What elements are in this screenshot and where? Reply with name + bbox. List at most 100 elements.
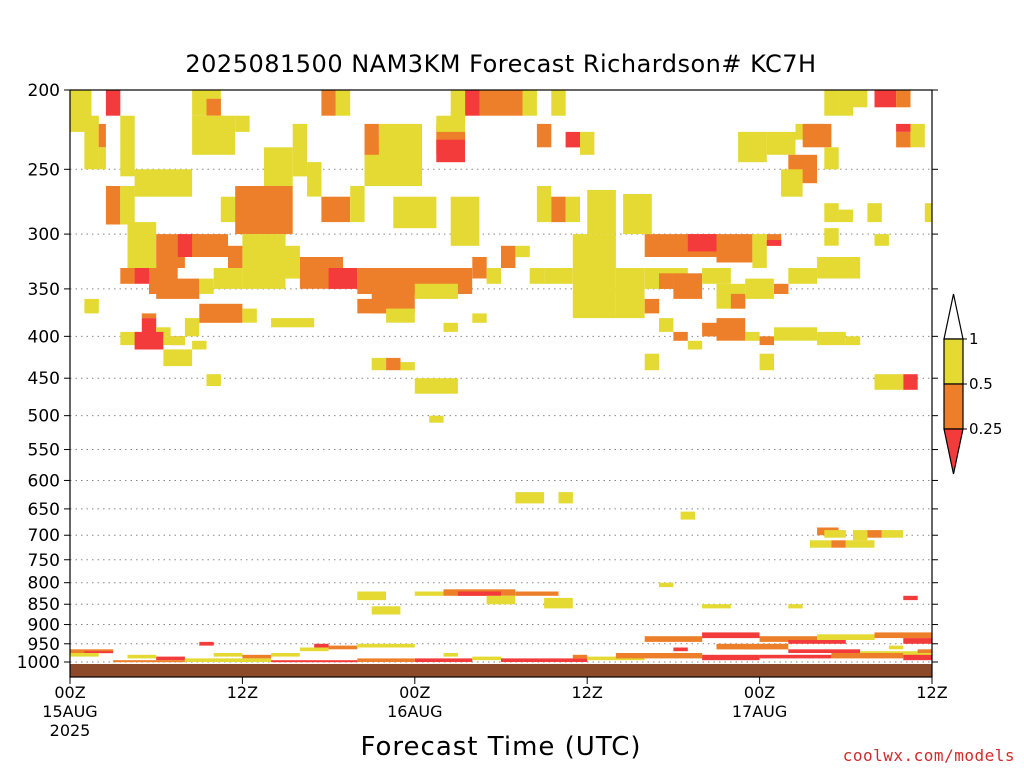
cell-ri-05-1 <box>371 357 387 371</box>
cell-ri-05-1 <box>393 196 437 229</box>
x-tick-label: 12Z <box>916 683 947 702</box>
cell-ri-05-1 <box>881 530 904 538</box>
cell-ri-05-1 <box>817 257 861 279</box>
cell-ri-lt-025 <box>105 90 121 116</box>
surface-band-ri-025-05 <box>831 653 904 659</box>
cell-ri-025-05 <box>774 283 789 294</box>
cell-ri-05-1 <box>788 604 803 609</box>
cell-ri-05-1 <box>450 196 480 246</box>
cell-ri-lt-025 <box>134 268 149 284</box>
cell-ri-05-1 <box>910 123 925 148</box>
cell-ri-05-1 <box>184 318 200 337</box>
surface-band-ri-lt-025 <box>788 649 861 653</box>
cell-ri-025-05 <box>364 123 379 155</box>
legend-label: 0.5 <box>969 375 993 393</box>
cell-ri-05-1 <box>515 492 545 504</box>
cell-ri-05-1 <box>809 540 832 548</box>
cell-ri-025-05 <box>673 273 703 299</box>
cell-ri-05-1 <box>766 131 796 155</box>
cell-ri-05-1 <box>529 268 545 284</box>
cell-ri-05-1 <box>544 597 573 609</box>
cell-ri-05-1 <box>824 147 839 170</box>
cell-ri-lt-025 <box>766 240 782 246</box>
cell-ri-05-1 <box>824 90 839 116</box>
cell-ri-lt-025 <box>465 90 480 116</box>
y-tick-label: 850 <box>28 595 60 615</box>
cell-ri-lt-025 <box>903 374 918 390</box>
cell-ri-025-05 <box>896 131 911 148</box>
cell-ri-05-1 <box>235 115 250 132</box>
cell-ri-lt-025 <box>687 234 717 252</box>
cell-ri-05-1 <box>386 308 415 323</box>
surface-band-ri-lt-025 <box>673 647 688 652</box>
surface-band-ri-05-1 <box>888 645 904 650</box>
cell-ri-05-1 <box>845 540 875 548</box>
y-tick-label: 600 <box>28 471 60 491</box>
cell-ri-025-05 <box>206 98 221 116</box>
cell-ri-05-1 <box>357 591 386 601</box>
cell-ri-05-1 <box>924 203 932 223</box>
surface-band-ri-025-05 <box>917 649 932 653</box>
cell-ri-025-05 <box>321 90 336 116</box>
cell-ri-05-1 <box>544 268 573 284</box>
cell-ri-05-1 <box>414 378 458 394</box>
cell-ri-025-05 <box>235 186 293 235</box>
cell-ri-05-1 <box>587 190 616 235</box>
plot-frame <box>69 89 933 678</box>
cell-ri-lt-025 <box>874 90 897 108</box>
y-tick-label: 650 <box>28 500 60 520</box>
cell-ri-05-1 <box>659 318 674 332</box>
surface-band-ri-lt-025 <box>314 643 329 648</box>
cell-ri-025-05 <box>386 357 401 371</box>
surface-band-ri-05-1 <box>817 634 875 640</box>
ground-band <box>70 664 932 677</box>
cell-ri-05-1 <box>788 268 817 284</box>
cell-ri-025-05 <box>479 90 523 116</box>
cell-ri-05-1 <box>192 115 236 155</box>
source-credit[interactable]: coolwx.com/models <box>842 746 1015 765</box>
cell-ri-05-1 <box>838 209 853 223</box>
cell-ri-025-05 <box>141 313 157 319</box>
cell-ri-025-05 <box>501 245 516 268</box>
cell-ri-05-1 <box>414 283 458 299</box>
y-tick-label: 500 <box>28 407 60 427</box>
cell-ri-05-1 <box>781 169 803 197</box>
cell-ri-05-1 <box>242 308 257 323</box>
surface-band-ri-025-05 <box>70 649 114 653</box>
cell-ri-05-1 <box>213 268 243 289</box>
cell-ri-025-05 <box>867 530 882 538</box>
cell-ri-05-1 <box>163 336 185 346</box>
cell-ri-05-1 <box>242 234 286 289</box>
surface-band-ri-lt-025 <box>702 632 760 639</box>
cell-ri-025-05 <box>551 196 566 223</box>
cell-ri-05-1 <box>874 374 904 390</box>
cell-ri-05-1 <box>192 340 207 350</box>
cell-ri-025-05 <box>716 318 746 341</box>
cell-ri-05-1 <box>120 186 135 225</box>
cell-ri-025-05 <box>766 234 782 246</box>
cell-ri-05-1 <box>680 511 695 520</box>
x-tick-label: 15AUG <box>42 702 97 721</box>
cell-ri-025-05 <box>321 196 351 223</box>
cell-ri-05-1 <box>515 245 530 258</box>
legend-swatch-025-05 <box>943 383 964 430</box>
legend-label: 1 <box>969 330 979 348</box>
x-axis-title: Forecast Time (UTC) <box>360 732 642 762</box>
surface-band-ri-lt-025 <box>903 654 932 661</box>
cell-ri-05-1 <box>565 196 580 223</box>
cell-ri-05-1 <box>702 268 731 284</box>
cell-ri-025-05 <box>515 591 559 596</box>
surface-band-ri-025-05 <box>113 660 185 663</box>
cell-ri-05-1 <box>824 530 846 538</box>
cell-ri-05-1 <box>486 595 516 605</box>
colorbar-legend: 1 0.5 0.25 <box>943 293 1002 475</box>
x-tick-label: 00Z <box>399 683 430 702</box>
cell-ri-05-1 <box>84 115 99 170</box>
x-tick-label: 16AUG <box>387 702 442 721</box>
surface-band-ri-025-05 <box>644 636 703 642</box>
cell-ri-05-1 <box>156 327 171 337</box>
x-tick-label: 12Z <box>572 683 603 702</box>
cell-ri-05-1 <box>853 530 868 541</box>
y-tick-label: 950 <box>28 635 60 655</box>
y-axis: 200 250 300 350 400 450 500 550 600 650 700 750 8008… <box>17 81 938 673</box>
